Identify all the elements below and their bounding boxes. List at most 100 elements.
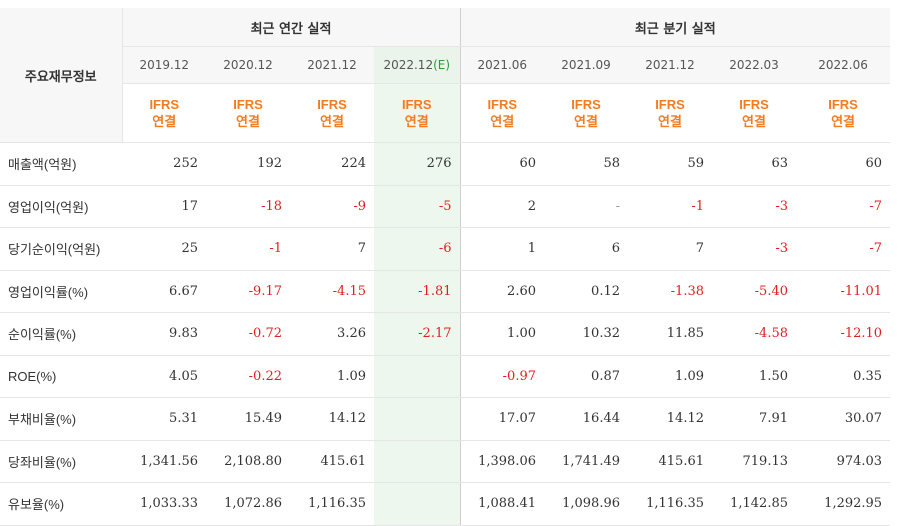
- table-cell: 16.44: [544, 397, 628, 441]
- table-cell: 14.12: [628, 397, 712, 441]
- table-cell: 7: [290, 227, 374, 271]
- ifrs-badge: IFRS 연결: [374, 83, 460, 143]
- table-cell: 6: [544, 227, 628, 271]
- table-cell: -1: [206, 227, 290, 271]
- table-cell: 276: [374, 142, 460, 186]
- table-cell: 63: [712, 142, 796, 186]
- table-cell: 30.07: [796, 397, 891, 441]
- table-cell: 719.13: [712, 440, 796, 483]
- table-cell: 0.12: [544, 270, 628, 313]
- table-cell: 1,088.41: [459, 482, 544, 526]
- period-header-3: 2022.12(E): [374, 46, 460, 84]
- row-label: 매출액(억원): [0, 142, 122, 186]
- table-cell: -1.81: [374, 270, 460, 313]
- badge-line2: 연결: [404, 114, 429, 129]
- table-cell: 1,116.35: [628, 482, 712, 526]
- ifrs-badge: IFRS 연결: [122, 83, 206, 143]
- table-cell: 17.07: [459, 397, 544, 441]
- badge-line2: 연결: [831, 114, 855, 129]
- table-cell: 58: [544, 142, 628, 186]
- period-header-7: 2022.03: [712, 46, 796, 84]
- table-row: 당좌비율(%) 1,341.56 2,108.80 415.61 1,398.06 1,7…: [0, 440, 891, 483]
- badge-line1: IFRS: [233, 97, 263, 112]
- period-label: 2021.09: [561, 58, 611, 72]
- period-header-6: 2021.12: [628, 46, 712, 84]
- period-header-4: 2021.06: [459, 46, 544, 84]
- table-body: 매출액(억원) 252 192 224 276 60 58 59 63 60 영업이익(억원) 17-…: [0, 142, 891, 526]
- ifrs-badge: IFRS 연결: [712, 83, 796, 143]
- table-row: 당기순이익(억원) 25 -1 7 -6 1 6 7 -3 -7: [0, 227, 891, 271]
- table-cell: 1,098.96: [544, 482, 628, 526]
- badge-line2: 연결: [574, 114, 598, 129]
- table-cell: 4.05: [122, 355, 206, 398]
- table-cell: 0.35: [796, 355, 891, 398]
- period-header-row: 2019.12 2020.12 2021.12 2022.12(E) 2021.06 20…: [0, 46, 891, 84]
- table-cell: -6: [374, 227, 460, 271]
- table-cell: 14.12: [290, 397, 374, 441]
- table-cell: 7: [628, 227, 712, 271]
- row-label: 당기순이익(억원): [0, 227, 122, 271]
- period-label: 2021.06: [477, 58, 528, 72]
- table-cell: -0.22: [206, 355, 290, 398]
- badge-line1: IFRS: [487, 97, 518, 112]
- table-cell: 1,142.85: [712, 482, 796, 526]
- table-cell: 2.60: [459, 270, 544, 313]
- badge-line2: 연결: [490, 114, 515, 129]
- ifrs-badge: IFRS 연결: [544, 83, 628, 143]
- table-cell: 60: [796, 142, 891, 186]
- table-cell: -0.72: [206, 312, 290, 356]
- table-cell: 5.31: [122, 397, 206, 441]
- table-row: 유보율(%) 1,033.33 1,072.86 1,116.35 1,088.41 1,…: [0, 482, 891, 526]
- badge-line1: IFRS: [571, 97, 601, 112]
- period-label: 2021.12: [307, 58, 357, 72]
- row-label: 순이익률(%): [0, 312, 122, 356]
- table-cell: -3: [712, 185, 796, 228]
- table-cell: [374, 397, 460, 441]
- table-row: ROE(%) 4.05 -0.22 1.09 -0.97 0.87 1.09 1.50 0.35: [0, 355, 891, 398]
- badge-line2: 연결: [152, 114, 177, 129]
- table-cell: -1.38: [628, 270, 712, 313]
- table-cell: 3.26: [290, 312, 374, 356]
- table-cell: 9.83: [122, 312, 206, 356]
- badge-line1: IFRS: [149, 97, 180, 112]
- table-cell: -5.40: [712, 270, 796, 313]
- table-cell: 1,033.33: [122, 482, 206, 526]
- table-cell: 415.61: [628, 440, 712, 483]
- period-header-2: 2021.12: [290, 46, 374, 84]
- row-label: 영업이익률(%): [0, 270, 122, 313]
- table-cell: -4.58: [712, 312, 796, 356]
- period-header-8: 2022.06: [796, 46, 891, 84]
- ifrs-badge: IFRS 연결: [796, 83, 891, 143]
- table-cell: 1,072.86: [206, 482, 290, 526]
- table-cell: -1: [628, 185, 712, 228]
- table-cell: 1,398.06: [459, 440, 544, 483]
- table-cell: 6.67: [122, 270, 206, 313]
- badge-line1: IFRS: [655, 97, 685, 112]
- table-cell: -7: [796, 227, 891, 271]
- table-cell: -9.17: [206, 270, 290, 313]
- table-cell: 1,116.35: [290, 482, 374, 526]
- table-cell: 1: [459, 227, 544, 271]
- table-cell: 60: [459, 142, 544, 186]
- financial-table: 주요재무정보 최근 연간 실적 최근 분기 실적 2019.12 2020.12 2…: [0, 8, 891, 526]
- table-cell: 1,292.95: [796, 482, 891, 526]
- period-label: 2022.12: [383, 58, 434, 72]
- badge-line2: 연결: [742, 114, 766, 129]
- table-cell: 17: [122, 185, 206, 228]
- row-label: 영업이익(억원): [0, 185, 122, 228]
- badge-line1: IFRS: [401, 97, 432, 112]
- row-label: 부채비율(%): [0, 397, 122, 441]
- table-cell: 0.87: [544, 355, 628, 398]
- table-cell: 252: [122, 142, 206, 186]
- annual-group-header: 최근 연간 실적: [122, 8, 460, 47]
- badge-header-row: IFRS 연결 IFRS 연결 IFRS 연결 IFRS 연결 IFRS 연결 IFRS 연결 IFRS…: [0, 83, 891, 143]
- table-row: 부채비율(%) 5.31 15.49 14.12 17.07 16.44 14.12 7.91…: [0, 397, 891, 441]
- period-label: 2022.06: [818, 58, 868, 72]
- period-label: 2019.12: [139, 58, 190, 72]
- period-header-1: 2020.12: [206, 46, 290, 84]
- table-cell: 10.32: [544, 312, 628, 356]
- table-cell: -9: [290, 185, 374, 228]
- table-cell: -2.17: [374, 312, 460, 356]
- quarterly-group-header: 최근 분기 실적: [459, 8, 891, 47]
